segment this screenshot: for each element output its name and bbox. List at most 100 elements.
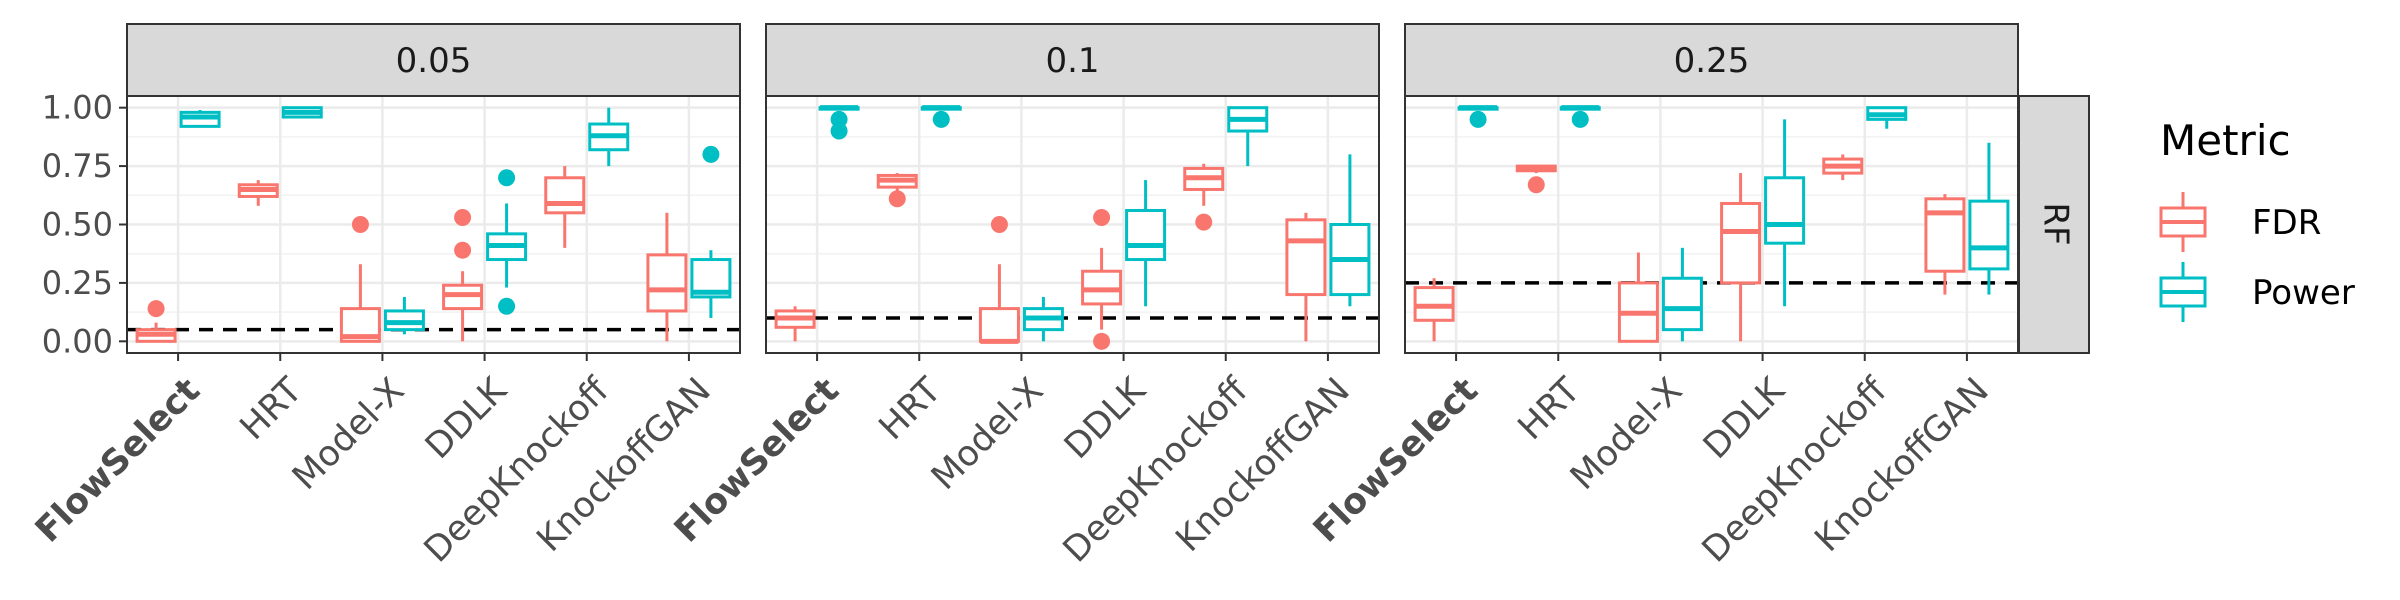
- outlier-point: [702, 145, 720, 163]
- outlier-point: [830, 122, 848, 140]
- outlier-point: [351, 216, 369, 233]
- outlier-point: [1093, 208, 1111, 226]
- outlier-point: [932, 110, 950, 128]
- outlier-point: [1195, 213, 1213, 231]
- box-knockoffgan-fdr: [646, 212, 688, 342]
- box-ddlk-power: [1125, 180, 1167, 307]
- outlier-point: [498, 169, 516, 187]
- box-body: [1764, 176, 1806, 245]
- box-flowselect-power: [179, 110, 221, 128]
- outlier-point: [147, 300, 165, 318]
- box-ddlk-fdr: [442, 208, 484, 342]
- box-hrt-power: [920, 105, 962, 128]
- box-knockoffgan-fdr: [1924, 194, 1966, 295]
- outlier-point: [454, 208, 472, 226]
- box-model-x-power: [383, 296, 425, 335]
- legend-label: FDR: [2252, 203, 2321, 243]
- box-model-x-power: [1022, 296, 1064, 342]
- box-knockoffgan-fdr: [1285, 212, 1327, 342]
- outlier-point: [1093, 332, 1111, 350]
- x-tick-label: HRT: [233, 370, 311, 448]
- box-ddlk-fdr: [1081, 208, 1123, 350]
- facet-strip-background: [765, 23, 1380, 97]
- box-deepknockoff-fdr: [544, 166, 586, 248]
- y-tick-label: 0.50: [42, 206, 113, 244]
- y-tick-label: 0.00: [42, 322, 113, 360]
- box-hrt-fdr: [237, 180, 279, 206]
- box-body: [1924, 197, 1966, 273]
- row-strip: RF: [2018, 95, 2090, 354]
- box-body: [1720, 201, 1762, 285]
- box-knockoffgan-power: [1329, 154, 1371, 307]
- x-tick-label: DDLK: [1696, 370, 1793, 467]
- row-strip-background: [2018, 95, 2090, 354]
- x-tick-label: Model-X: [285, 371, 412, 498]
- legend-item-power: Power: [2159, 262, 2355, 322]
- box-deepknockoff-power: [588, 107, 630, 167]
- box-hrt-fdr: [876, 173, 918, 208]
- box-deepknockoff-fdr: [1183, 163, 1225, 231]
- x-tick-label: HRT: [872, 370, 950, 448]
- legend-label: Power: [2252, 273, 2355, 313]
- box-body: [1661, 276, 1703, 332]
- box-body: [978, 307, 1020, 343]
- y-tick-label: 0.75: [42, 147, 113, 185]
- y-tick-label: 1.00: [42, 89, 113, 127]
- box-hrt-power: [281, 106, 323, 119]
- box-flowselect-power: [818, 105, 860, 140]
- box-knockoffgan-power: [1968, 142, 2010, 295]
- facet-strip-label: 0.1: [1045, 41, 1099, 81]
- box-model-x-fdr: [1617, 252, 1659, 343]
- x-tick-label: Model-X: [924, 371, 1051, 498]
- box-body: [646, 253, 688, 313]
- x-tick-label: DeepKnockoff: [1695, 370, 1895, 570]
- facet-strip-background: [126, 23, 741, 97]
- box-deepknockoff-power: [1866, 106, 1908, 129]
- outlier-point: [498, 297, 516, 315]
- x-tick-label: DDLK: [1057, 370, 1154, 467]
- box-body: [1285, 218, 1327, 297]
- x-tick-label: DeepKnockoff: [1056, 370, 1256, 570]
- box-knockoffgan-power: [690, 145, 732, 318]
- legend-item-fdr: FDR: [2159, 192, 2321, 252]
- box-ddlk-power: [486, 169, 528, 315]
- x-tick-label: DDLK: [418, 370, 515, 467]
- outlier-point: [888, 190, 906, 208]
- outlier-point: [454, 241, 472, 259]
- outlier-point: [990, 216, 1008, 233]
- box-ddlk-power: [1764, 119, 1806, 307]
- outlier-point: [830, 110, 848, 128]
- legend: Metric FDR Power: [2159, 116, 2355, 322]
- outlier-point: [1469, 110, 1487, 128]
- box-model-x-fdr: [339, 216, 381, 343]
- x-tick-label: KnockoffGAN: [1808, 371, 1997, 560]
- row-strip-label: RF: [2036, 202, 2076, 245]
- box-flowselect-fdr: [1413, 278, 1455, 342]
- legend-title: Metric: [2160, 116, 2291, 165]
- x-tick-label: Model-X: [1563, 371, 1690, 498]
- facet-strip-label: 0.25: [1674, 41, 1750, 81]
- box-flowselect-power: [1457, 105, 1499, 128]
- box-model-x-power: [1661, 247, 1703, 342]
- box-flowselect-fdr: [774, 306, 816, 342]
- x-tick-label: HRT: [1511, 370, 1589, 448]
- facet-strip-background: [1404, 23, 2019, 97]
- outlier-point: [1571, 110, 1589, 128]
- y-axis: 0.00 0.25 0.50 0.75 1.00: [42, 89, 127, 360]
- x-tick-label: FlowSelect: [28, 371, 208, 551]
- outlier-point: [1527, 176, 1545, 194]
- box-flowselect-fdr: [135, 300, 177, 343]
- box-hrt-power: [1559, 105, 1601, 128]
- facet-strip-label: 0.05: [396, 41, 472, 81]
- box-deepknockoff-power: [1227, 106, 1269, 167]
- box-hrt-fdr: [1515, 164, 1557, 194]
- box-deepknockoff-fdr: [1822, 154, 1864, 181]
- y-tick-label: 0.25: [42, 264, 113, 302]
- box-body: [1968, 199, 2010, 271]
- box-body: [544, 176, 586, 215]
